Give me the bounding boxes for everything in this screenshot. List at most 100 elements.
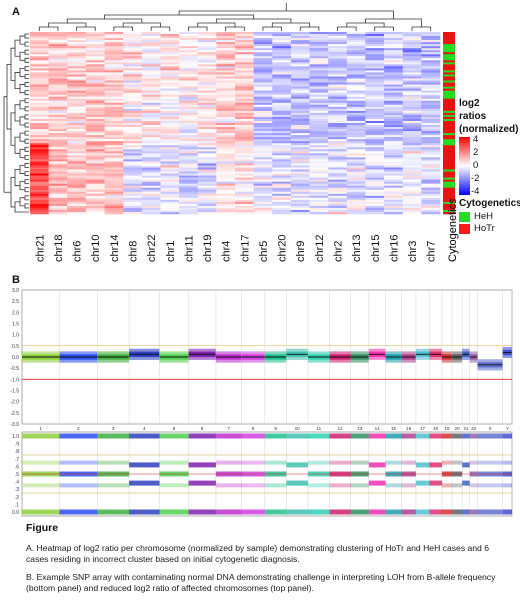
column-label: chr9 [295, 241, 307, 262]
heatmap-cell [328, 76, 348, 79]
heatmap-cell [309, 80, 329, 83]
heatmap-cell [85, 149, 105, 152]
heatmap-cell [328, 48, 348, 51]
heatmap-cell [30, 165, 49, 168]
heatmap-cell [290, 159, 310, 162]
dendrogram-branch [197, 22, 236, 27]
heatmap-cell [85, 86, 105, 89]
heatmap-cell [365, 62, 385, 65]
heatmap-cell [272, 64, 292, 67]
cytogenetics-cell [443, 185, 455, 189]
heatmap-cell [123, 125, 143, 128]
heatmap-cell [216, 211, 236, 215]
heatmap-cell [384, 94, 404, 98]
chromosome-label: 12 [338, 426, 344, 431]
heatmap-cell [104, 175, 124, 178]
heatmap-cell [253, 163, 273, 166]
heatmap-cell [160, 66, 180, 69]
cytogenetics-cell [443, 183, 455, 186]
heatmap-cell [141, 48, 161, 51]
heatmap-cell [253, 189, 273, 193]
baf-band [401, 433, 416, 439]
heatmap-cell [160, 155, 180, 158]
heatmap-cell [384, 102, 404, 106]
heatmap-cell [85, 34, 105, 37]
heatmap-cell [346, 88, 366, 91]
heatmap-cell [309, 38, 329, 41]
heatmap-cell [123, 177, 143, 180]
heatmap-cell [421, 187, 441, 191]
heatmap-cell [67, 199, 87, 203]
heatmap-cell [328, 112, 348, 116]
heatmap-cell [67, 171, 87, 174]
heatmap-cell [160, 139, 180, 142]
heatmap-cell [85, 203, 105, 207]
heatmap-cell [48, 191, 68, 195]
heatmap-cell [160, 197, 180, 201]
heatmap-cell [67, 163, 87, 166]
heatmap-cell [272, 108, 292, 112]
heatmap-cell [235, 163, 254, 166]
heatmap-cell [160, 205, 180, 209]
heatmap-cell [216, 127, 236, 130]
heatmap-cell [104, 46, 124, 49]
cytogenetics-cell [443, 100, 455, 104]
heatmap-cell [309, 181, 329, 184]
heatmap-cell [346, 167, 366, 170]
heatmap-cell [421, 201, 441, 205]
cytogenetics-cell [443, 112, 455, 116]
heatmap-cell [346, 199, 366, 203]
column-label: chr8 [128, 241, 140, 262]
heatmap-cell [216, 70, 236, 73]
heatmap-cell [290, 183, 310, 186]
heatmap-cell [123, 68, 143, 71]
heatmap-cell [365, 125, 385, 128]
heatmap-cell [309, 40, 329, 43]
heatmap-cell [309, 100, 329, 104]
legend-title-2: ratios [459, 111, 487, 122]
heatmap-cell [179, 34, 199, 37]
heatmap-cell [179, 203, 199, 207]
heatmap-cell [235, 123, 254, 126]
heatmap-cell [141, 163, 161, 166]
heatmap-cell [104, 42, 124, 45]
heatmap-cell [235, 147, 254, 150]
heatmap-cell [328, 114, 348, 118]
heatmap-cell [253, 153, 273, 156]
dendrogram-branch [24, 33, 29, 39]
heatmap-cell [290, 34, 310, 37]
heatmap-cell [272, 123, 292, 126]
heatmap-cell [160, 36, 180, 39]
heatmap-cell [253, 120, 273, 124]
cytogenetics-cell [443, 32, 455, 35]
heatmap-cell [290, 155, 310, 158]
caption-title: Figure [26, 522, 59, 534]
heatmap-cell [85, 76, 105, 79]
column-label: chr17 [239, 234, 251, 262]
heatmap-cell [179, 38, 199, 41]
heatmap-cell [235, 110, 254, 114]
dendrogram-branch [374, 26, 394, 31]
heatmap-cell [141, 149, 161, 152]
cytogenetics-cell [443, 114, 455, 118]
heatmap-cell [253, 46, 273, 49]
heatmap-cell [160, 98, 180, 102]
heatmap-cell [384, 185, 404, 189]
heatmap-cell [272, 201, 292, 205]
heatmap-cell [253, 58, 273, 61]
heatmap-cell [290, 137, 310, 140]
heatmap-cell [365, 133, 385, 136]
heatmap-cell [253, 207, 273, 211]
heatmap-cell [104, 44, 124, 47]
heatmap-cell [235, 112, 254, 116]
heatmap-cell [253, 40, 273, 43]
heatmap-cell [197, 191, 217, 195]
heatmap-cell [67, 139, 87, 142]
heatmap-cell [160, 100, 180, 104]
dendrogram-branch [24, 203, 29, 209]
dendrogram-branch [113, 26, 133, 31]
heatmap-cell [48, 151, 68, 154]
heatmap-cell [235, 88, 254, 91]
heatmap-cell [123, 38, 143, 41]
heatmap-cell [179, 129, 199, 132]
